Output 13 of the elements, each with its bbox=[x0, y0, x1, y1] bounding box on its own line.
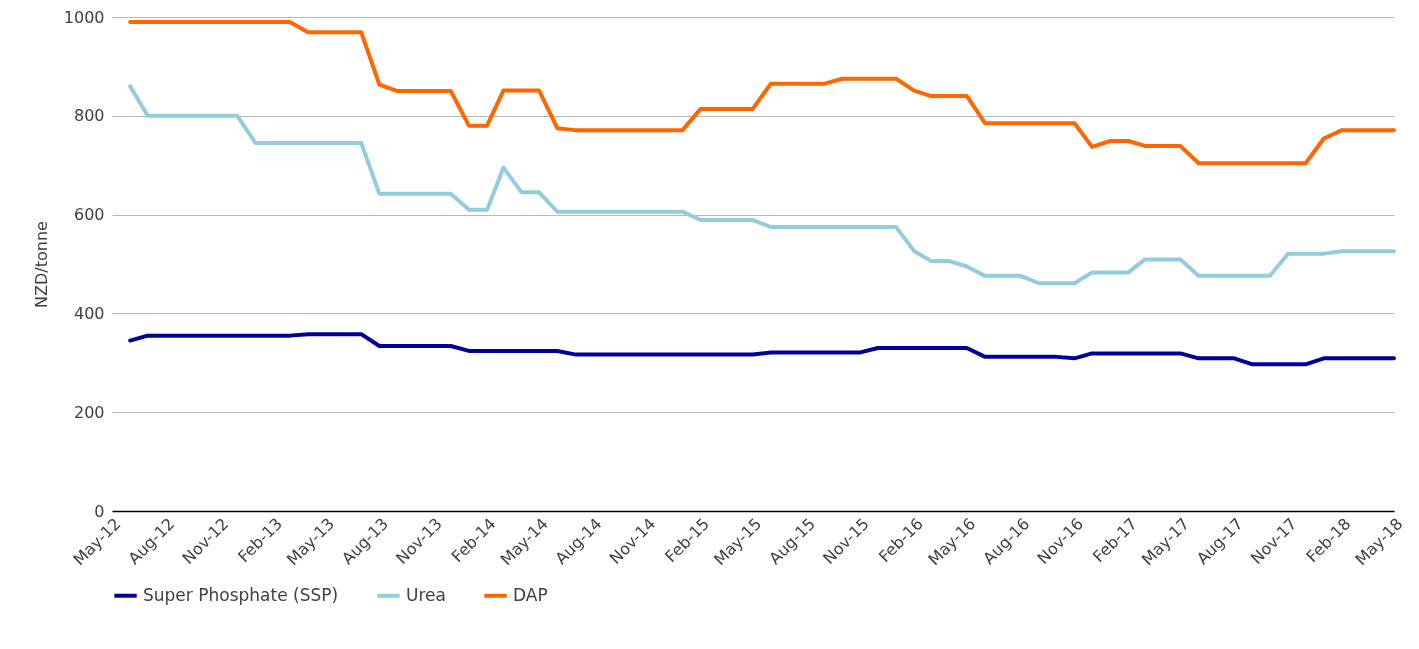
line-series bbox=[128, 84, 1396, 286]
legend-label: Urea bbox=[406, 584, 446, 605]
y-tick-label: 200 bbox=[73, 402, 105, 422]
y-tick-label: 400 bbox=[73, 303, 105, 323]
y-axis-title: NZD/tonne bbox=[31, 221, 51, 308]
y-tick-label: 1000 bbox=[63, 7, 105, 27]
line-series bbox=[128, 19, 1396, 166]
legend-label: DAP bbox=[513, 584, 548, 605]
legend-label: Super Phosphate (SSP) bbox=[143, 584, 339, 605]
y-tick-label: 0 bbox=[94, 501, 105, 521]
y-tick-label: 800 bbox=[73, 106, 105, 126]
line-series bbox=[128, 332, 1396, 367]
y-tick-label: 600 bbox=[73, 205, 105, 225]
